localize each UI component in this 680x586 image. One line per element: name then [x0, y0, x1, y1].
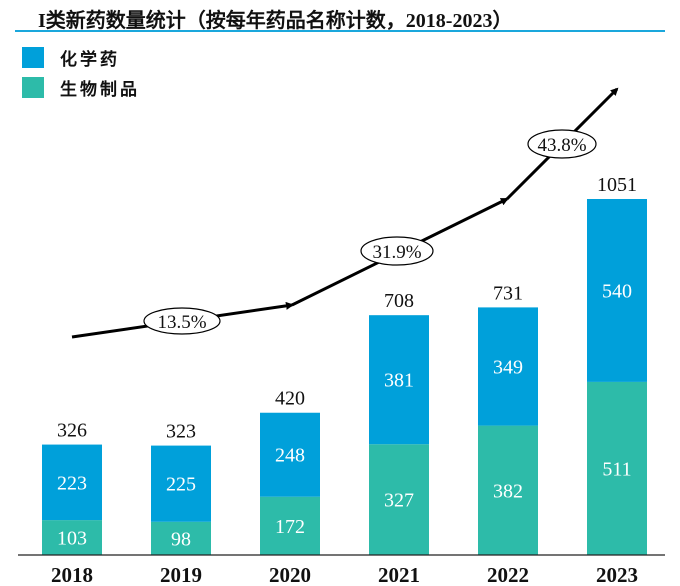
bar-biologic-2020 — [260, 496, 320, 555]
bar-biologic-2021 — [369, 444, 429, 555]
bar-value-label: 98 — [171, 528, 191, 550]
bar-value-label: 381 — [384, 370, 414, 392]
growth-label-1: 13.5% — [157, 312, 206, 333]
legend-label-chemical: 化学药 — [60, 50, 120, 69]
bar-value-label: 349 — [493, 356, 523, 378]
bar-biologic-2022 — [478, 425, 538, 555]
legend-item-biologic: 生物制品 — [22, 75, 140, 100]
bar-value-label: 540 — [602, 280, 632, 302]
total-label-2022: 731 — [493, 282, 523, 304]
bar-chemical-2019 — [151, 445, 211, 522]
title-underline — [15, 30, 665, 32]
bar-value-label: 225 — [166, 474, 196, 496]
total-label-2021: 708 — [384, 290, 414, 312]
x-tick-label-2019: 2019 — [160, 563, 202, 586]
total-label-2023: 1051 — [597, 174, 637, 196]
total-label-2019: 323 — [166, 421, 196, 443]
legend-item-chemical: 化学药 — [22, 45, 120, 70]
bar-value-label: 103 — [57, 528, 87, 550]
bar-value-label: 327 — [384, 490, 414, 512]
bar-biologic-2018 — [42, 520, 102, 555]
bar-value-label: 382 — [493, 480, 523, 502]
bar-chemical-2020 — [260, 412, 320, 497]
bar-value-label: 172 — [275, 516, 305, 538]
bar-biologic-2019 — [151, 521, 211, 555]
bar-biologic-2023 — [587, 381, 647, 555]
bar-chemical-2022 — [478, 307, 538, 426]
x-tick-label-2021: 2021 — [378, 563, 420, 586]
growth-badge-2 — [360, 236, 434, 266]
total-label-2018: 326 — [57, 420, 87, 442]
bar-chemical-2023 — [587, 199, 647, 382]
growth-badge-3 — [527, 129, 597, 159]
chart-title: I类新药数量统计（按每年药品名称计数，2018-2023） — [38, 10, 513, 32]
bar-chemical-2018 — [42, 444, 102, 521]
x-tick-label-2018: 2018 — [51, 563, 93, 586]
growth-label-2: 31.9% — [372, 242, 421, 263]
growth-label-3: 43.8% — [537, 135, 586, 156]
bar-chemical-2021 — [369, 315, 429, 445]
legend-swatch-chemical — [22, 47, 44, 68]
legend-label-biologic: 生物制品 — [60, 80, 140, 99]
total-label-2020: 420 — [275, 388, 305, 410]
bar-value-label: 511 — [602, 458, 631, 480]
growth-badge-1 — [143, 307, 221, 335]
x-tick-label-2023: 2023 — [596, 563, 638, 586]
legend-swatch-biologic — [22, 77, 44, 98]
bar-value-label: 248 — [275, 445, 305, 467]
x-tick-label-2020: 2020 — [269, 563, 311, 586]
bar-value-label: 223 — [57, 472, 87, 494]
x-tick-label-2022: 2022 — [487, 563, 529, 586]
